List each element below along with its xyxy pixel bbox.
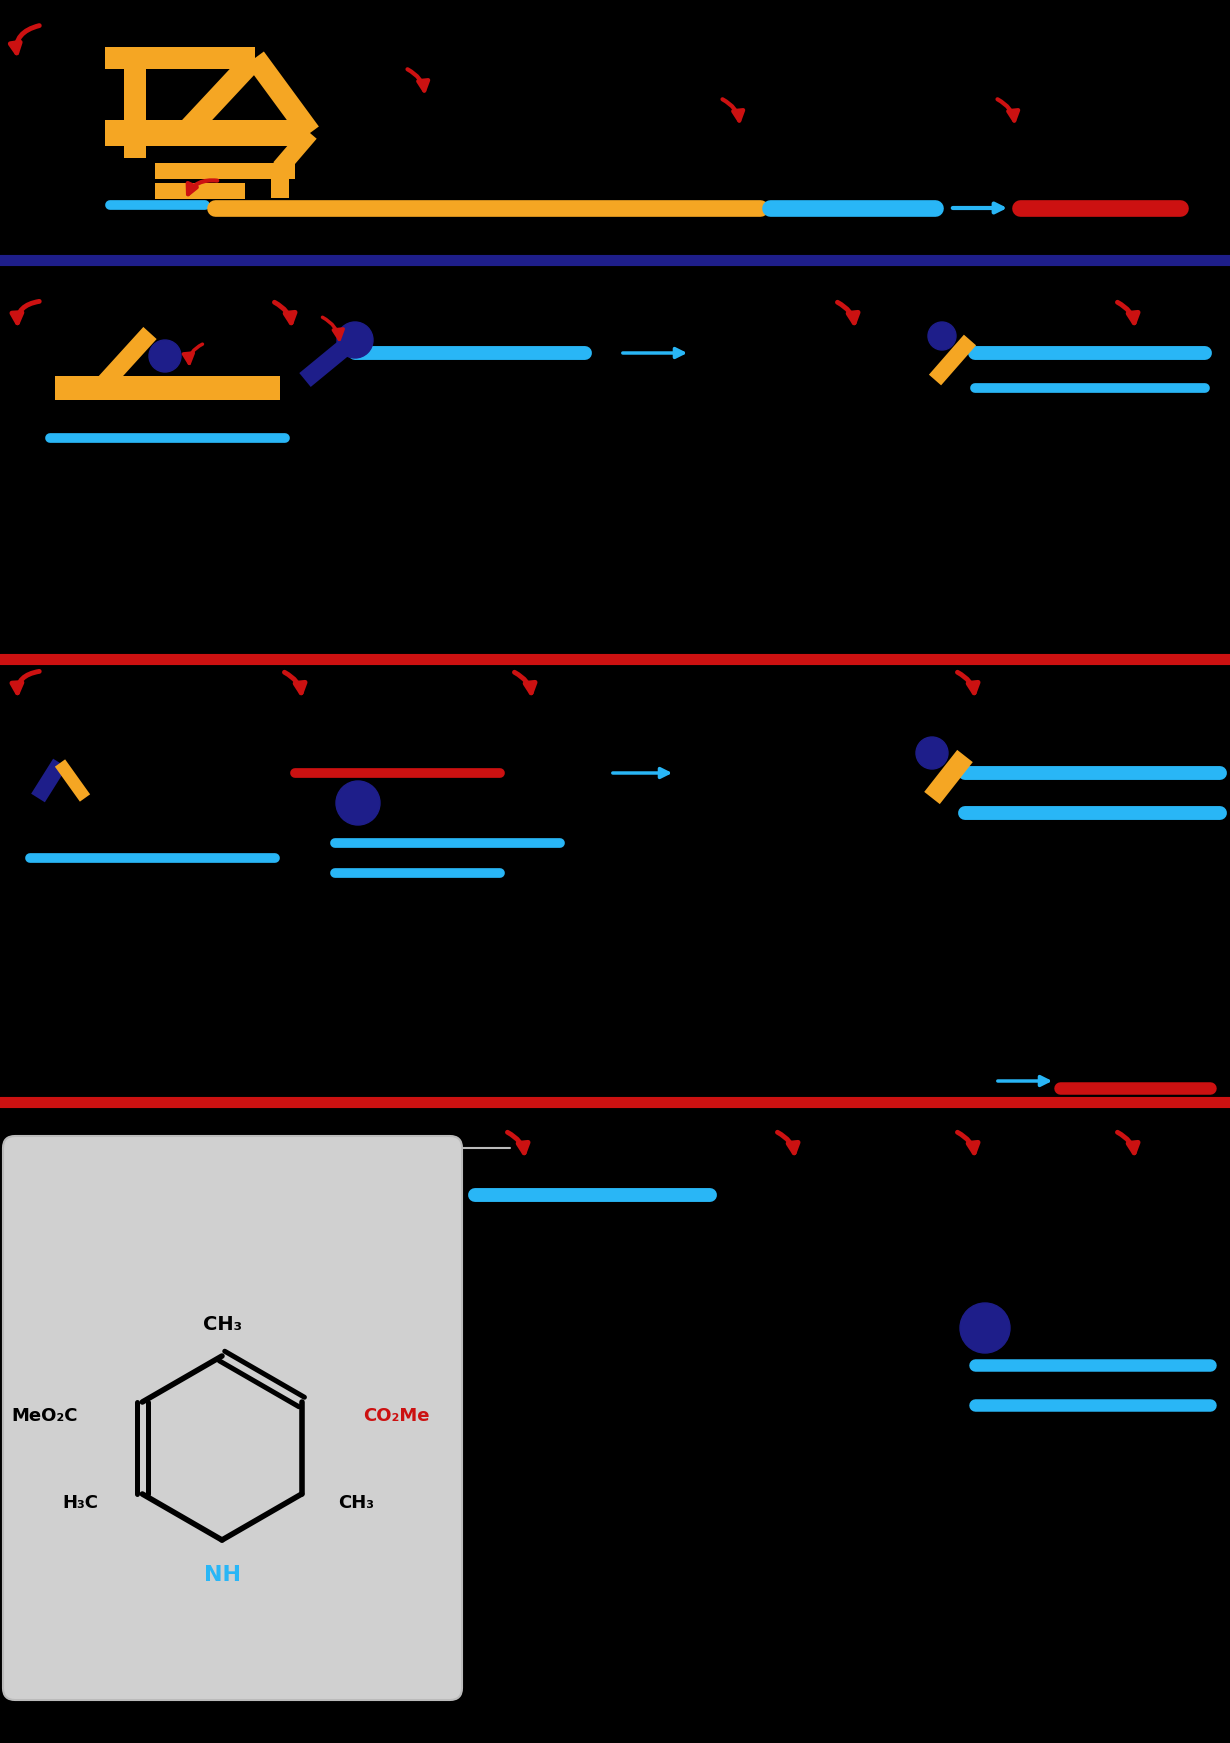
- Circle shape: [927, 322, 956, 350]
- Text: CH₃: CH₃: [338, 1494, 374, 1511]
- Polygon shape: [246, 52, 319, 139]
- Polygon shape: [55, 376, 280, 399]
- Circle shape: [337, 322, 373, 357]
- Text: CO₂Me: CO₂Me: [363, 1407, 429, 1426]
- Polygon shape: [299, 336, 355, 387]
- Text: NH: NH: [203, 1565, 241, 1584]
- Circle shape: [959, 1304, 1010, 1353]
- Circle shape: [916, 737, 948, 769]
- Circle shape: [336, 781, 380, 824]
- Polygon shape: [271, 167, 289, 199]
- Polygon shape: [105, 47, 255, 70]
- Polygon shape: [124, 58, 146, 159]
- Text: MeO₂C: MeO₂C: [12, 1407, 79, 1426]
- Polygon shape: [31, 758, 66, 802]
- Polygon shape: [929, 335, 977, 385]
- Polygon shape: [924, 749, 973, 804]
- FancyBboxPatch shape: [2, 1136, 462, 1699]
- Polygon shape: [155, 183, 245, 199]
- Polygon shape: [273, 127, 316, 174]
- Text: CH₃: CH₃: [203, 1314, 241, 1333]
- Polygon shape: [177, 51, 263, 141]
- Circle shape: [149, 340, 181, 371]
- Polygon shape: [155, 164, 295, 180]
- Polygon shape: [55, 760, 90, 802]
- Text: H₃C: H₃C: [62, 1494, 98, 1511]
- Polygon shape: [93, 328, 156, 394]
- Polygon shape: [105, 120, 310, 146]
